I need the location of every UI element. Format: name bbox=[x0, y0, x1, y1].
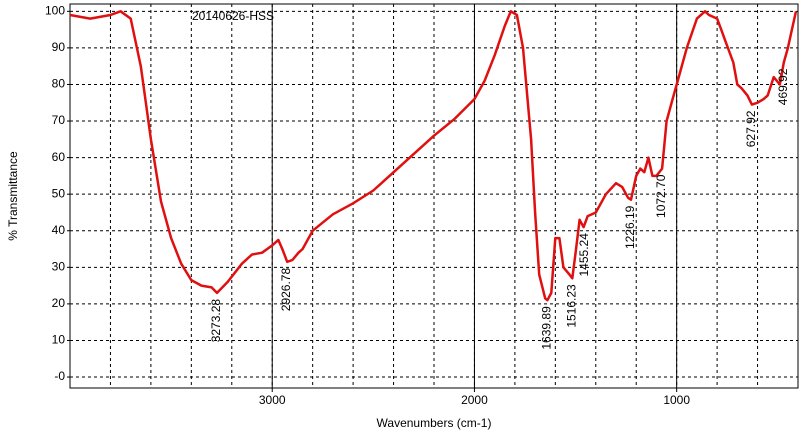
x-tick-label: 1000 bbox=[663, 393, 690, 407]
x-axis-label: Wavenumbers (cm-1) bbox=[377, 416, 492, 430]
peak-label: 1516.23 bbox=[564, 284, 578, 328]
y-tick-label: 30 bbox=[52, 259, 66, 273]
peak-label: 469.92 bbox=[776, 68, 790, 105]
peak-label: 2926.78 bbox=[279, 268, 293, 312]
y-tick-label: 60 bbox=[52, 150, 66, 164]
y-tick-label: -0 bbox=[54, 369, 65, 383]
peak-label: 1639.89 bbox=[539, 306, 553, 350]
y-tick-label: 100 bbox=[45, 3, 65, 17]
y-tick-label: 10 bbox=[52, 333, 66, 347]
y-tick-label: 20 bbox=[52, 296, 66, 310]
y-tick-label: 90 bbox=[52, 40, 66, 54]
peak-label: 1455.24 bbox=[577, 233, 591, 277]
y-tick-label: 80 bbox=[52, 77, 66, 91]
x-tick-label: 2000 bbox=[461, 393, 488, 407]
peak-label: 1226.19 bbox=[623, 205, 637, 249]
y-tick-label: 70 bbox=[52, 113, 66, 127]
spectrum-line bbox=[69, 10, 798, 302]
chart-title: 20140626-HSS bbox=[192, 9, 274, 23]
peak-label: 1072.70 bbox=[654, 174, 668, 218]
y-axis-label: % Transmittance bbox=[6, 151, 20, 241]
peak-label: 3273.28 bbox=[209, 299, 223, 343]
x-tick-label: 3000 bbox=[259, 393, 286, 407]
y-tick-label: 40 bbox=[52, 223, 66, 237]
peak-label: 627.92 bbox=[744, 110, 758, 147]
y-tick-label: 50 bbox=[52, 186, 66, 200]
